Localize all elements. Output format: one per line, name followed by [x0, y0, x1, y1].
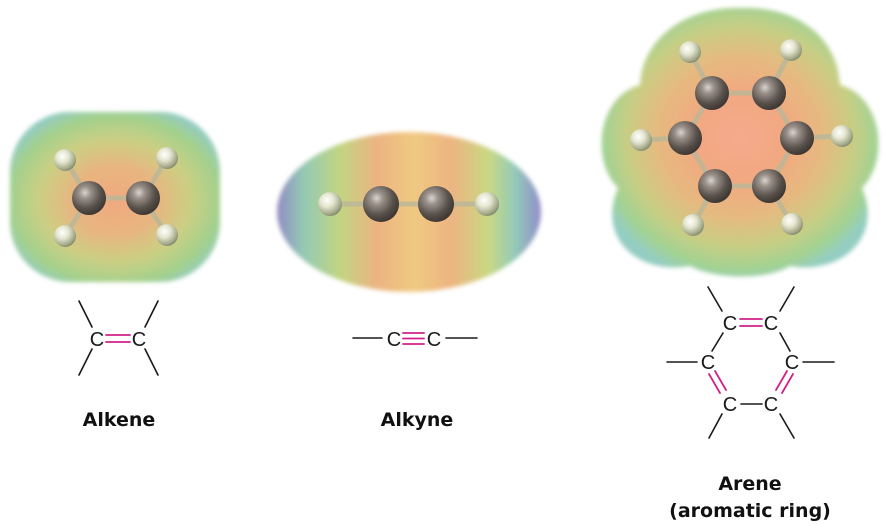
carbon-atom: [72, 181, 106, 215]
arene-caption-subtitle: (aromatic ring): [669, 500, 831, 522]
hydrogen-atom: [780, 39, 802, 61]
alkene-carbon-label: C: [132, 329, 146, 351]
hydrogen-atom: [156, 224, 178, 246]
alkyne-potential-surface: [277, 132, 541, 292]
arene-caption: Arene: [718, 473, 781, 495]
hydrogen-atom: [630, 129, 652, 151]
hydrogen-atom: [156, 147, 178, 169]
hydrogen-atom: [781, 213, 803, 235]
carbon-atom: [780, 121, 814, 155]
hydrogen-atom: [679, 41, 701, 63]
hydrogen-atom: [54, 149, 76, 171]
carbon-atom: [698, 169, 732, 203]
hydrogen-atom: [475, 192, 499, 216]
arene-carbon-label: C: [785, 352, 799, 374]
arene-potential-surface: [601, 7, 879, 277]
alkene-carbon-label: C: [90, 329, 104, 351]
alkene-epm-model: [10, 112, 220, 282]
arene-carbon-label: C: [723, 313, 737, 335]
hydrogen-atom: [318, 192, 342, 216]
alkyne-epm-model: [277, 132, 541, 292]
hydrogen-atom: [831, 125, 853, 147]
hydrogen-atom: [54, 225, 76, 247]
carbon-atom: [752, 169, 786, 203]
carbon-atom: [418, 186, 454, 222]
carbon-atom: [126, 181, 160, 215]
carbon-atom: [363, 186, 399, 222]
arene-carbon-label: C: [723, 394, 737, 416]
alkyne-structural-formula: C C: [352, 329, 478, 351]
alkene-caption: Alkene: [83, 409, 156, 431]
arene-structural-formula: C C C C C C: [666, 286, 835, 439]
carbon-atom: [695, 76, 729, 110]
alkene-structural-formula: C C: [78, 300, 159, 376]
arene-epm-model: [601, 7, 879, 277]
arene-carbon-label: C: [764, 313, 778, 335]
carbon-atom: [668, 121, 702, 155]
hydrogen-atom: [682, 214, 704, 236]
alkyne-caption: Alkyne: [381, 409, 454, 431]
alkyne-carbon-label: C: [387, 329, 401, 351]
carbon-atom: [752, 76, 786, 110]
arene-carbon-label: C: [764, 394, 778, 416]
alkyne-carbon-label: C: [427, 329, 441, 351]
arene-carbon-label: C: [701, 352, 715, 374]
